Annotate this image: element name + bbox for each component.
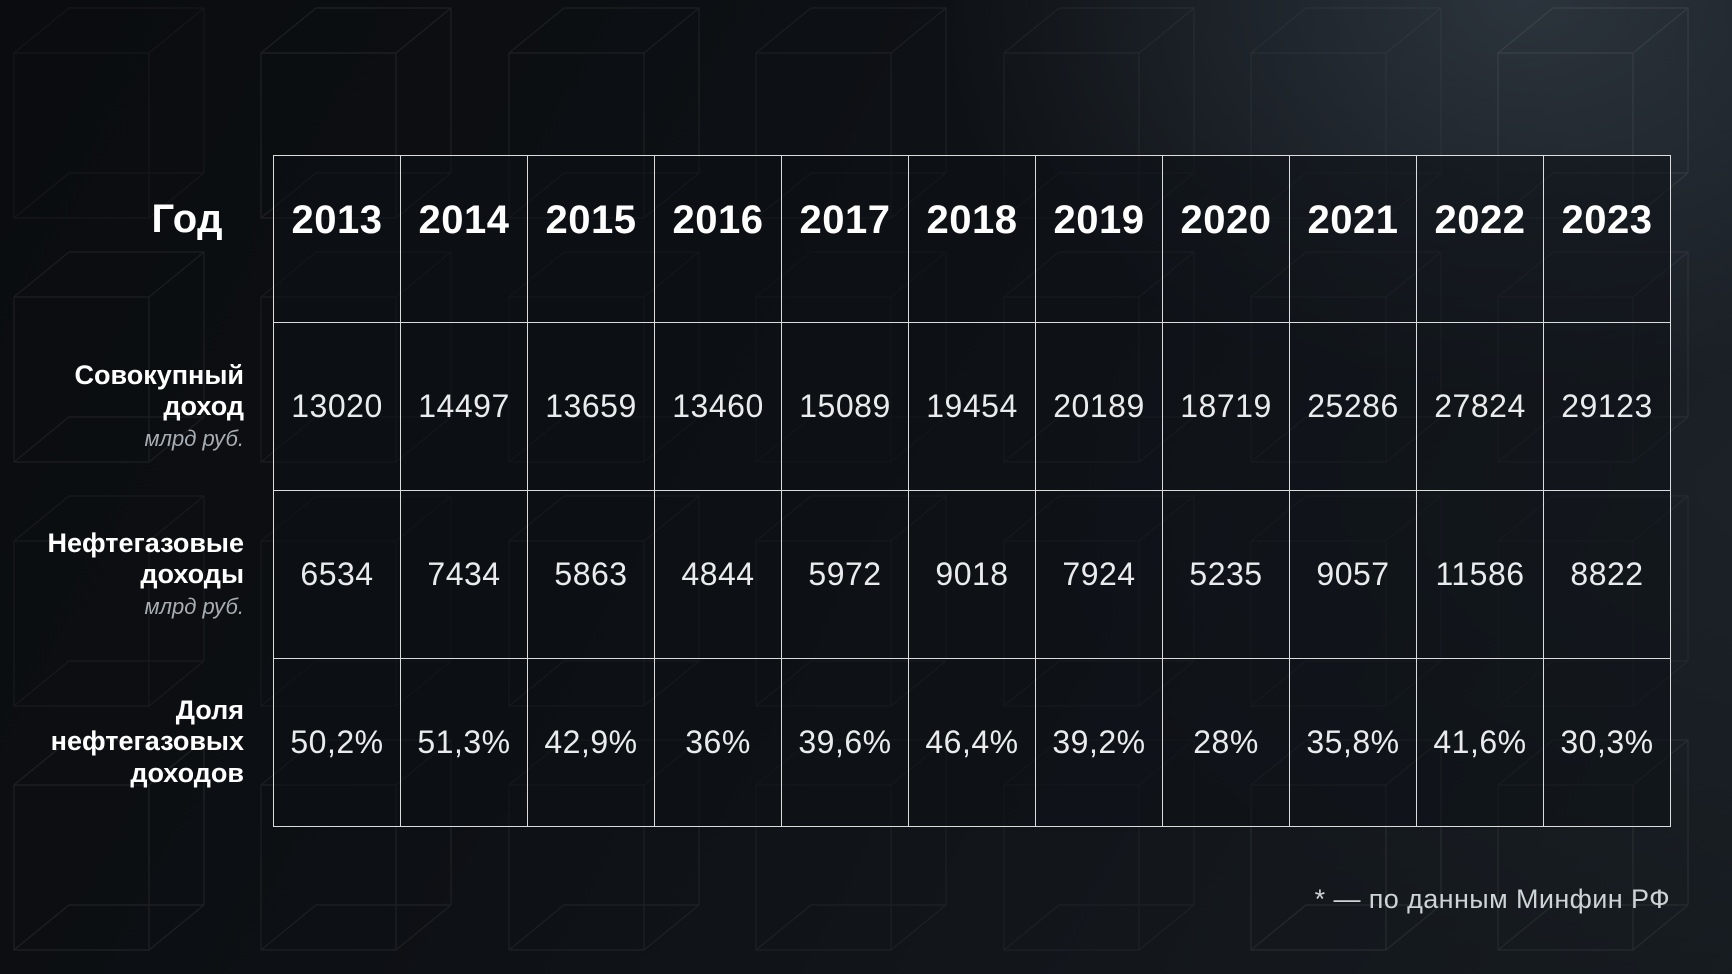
data-table: 2013 2014 2015 2016 2017 2018 2019 2020 2021 2022…: [273, 155, 1671, 827]
row-label: Нефтегазовые доходы млрд руб.: [0, 490, 273, 658]
table-value-cell: 13020: [274, 323, 401, 491]
table-value-cell: 13460: [655, 323, 782, 491]
table-value-cell: 27824: [1417, 323, 1544, 491]
year-header-cell: 2013: [274, 156, 401, 323]
table-value-cell: 42,9%: [528, 659, 655, 827]
table-value-cell: 14497: [401, 323, 528, 491]
row-label-line: доходов: [130, 757, 244, 788]
table-value-cell: 29123: [1544, 323, 1671, 491]
table-value-cell: 36%: [655, 659, 782, 827]
table-value-cell: 8822: [1544, 491, 1671, 659]
year-header-cell: 2014: [401, 156, 528, 323]
row-label-line: Доля: [175, 695, 244, 726]
year-header-cell: 2019: [1036, 156, 1163, 323]
year-header-cell: 2018: [909, 156, 1036, 323]
year-header-cell: 2017: [782, 156, 909, 323]
row-label: Совокупный доход млрд руб.: [0, 322, 273, 490]
table-value-cell: 50,2%: [274, 659, 401, 827]
table-value-cell: 41,6%: [1417, 659, 1544, 827]
table-value-cell: 25286: [1290, 323, 1417, 491]
table-value-cell: 30,3%: [1544, 659, 1671, 827]
table-value-cell: 51,3%: [401, 659, 528, 827]
row-unit-label: млрд руб.: [144, 594, 244, 620]
table-value-cell: 39,6%: [782, 659, 909, 827]
table-value-cell: 5863: [528, 491, 655, 659]
table-value-cell: 35,8%: [1290, 659, 1417, 827]
row-label: Доля нефтегазовых доходов: [0, 658, 273, 826]
table-value-cell: 28%: [1163, 659, 1290, 827]
table-value-cell: 15089: [782, 323, 909, 491]
source-note: * — по данным Минфин РФ: [1314, 884, 1670, 914]
table-value-cell: 18719: [1163, 323, 1290, 491]
year-header-cell: 2016: [655, 156, 782, 323]
row-label-line: нефтегазовых: [50, 726, 244, 757]
row-labels-column: Год Совокупный доход млрд руб. Нефтегазовые…: [0, 155, 273, 826]
table-value-cell: 39,2%: [1036, 659, 1163, 827]
table-value-cell: 19454: [909, 323, 1036, 491]
year-header-cell: 2022: [1417, 156, 1544, 323]
row-label-line: доход: [163, 391, 244, 421]
table-value-cell: 4844: [655, 491, 782, 659]
year-header-cell: 2015: [528, 156, 655, 323]
year-header-cell: Год: [0, 155, 273, 322]
table-value-cell: 9057: [1290, 491, 1417, 659]
table-value-cell: 20189: [1036, 323, 1163, 491]
table-value-cell: 11586: [1417, 491, 1544, 659]
table-value-cell: 5972: [782, 491, 909, 659]
table-value-cell: 7434: [401, 491, 528, 659]
table-value-cell: 5235: [1163, 491, 1290, 659]
table-value-cell: 9018: [909, 491, 1036, 659]
row-label-line: Нефтегазовые: [47, 527, 244, 558]
row-label-line: доходы: [140, 559, 244, 589]
row-unit-label: млрд руб.: [144, 426, 244, 452]
table-value-cell: 46,4%: [909, 659, 1036, 827]
table-value-cell: 6534: [274, 491, 401, 659]
row-label-line: Совокупный: [74, 359, 244, 390]
table-value-cell: 7924: [1036, 491, 1163, 659]
year-header-label: Год: [151, 197, 223, 241]
year-header-cell: 2021: [1290, 156, 1417, 323]
year-header-cell: 2023: [1544, 156, 1671, 323]
table-value-cell: 13659: [528, 323, 655, 491]
year-header-cell: 2020: [1163, 156, 1290, 323]
